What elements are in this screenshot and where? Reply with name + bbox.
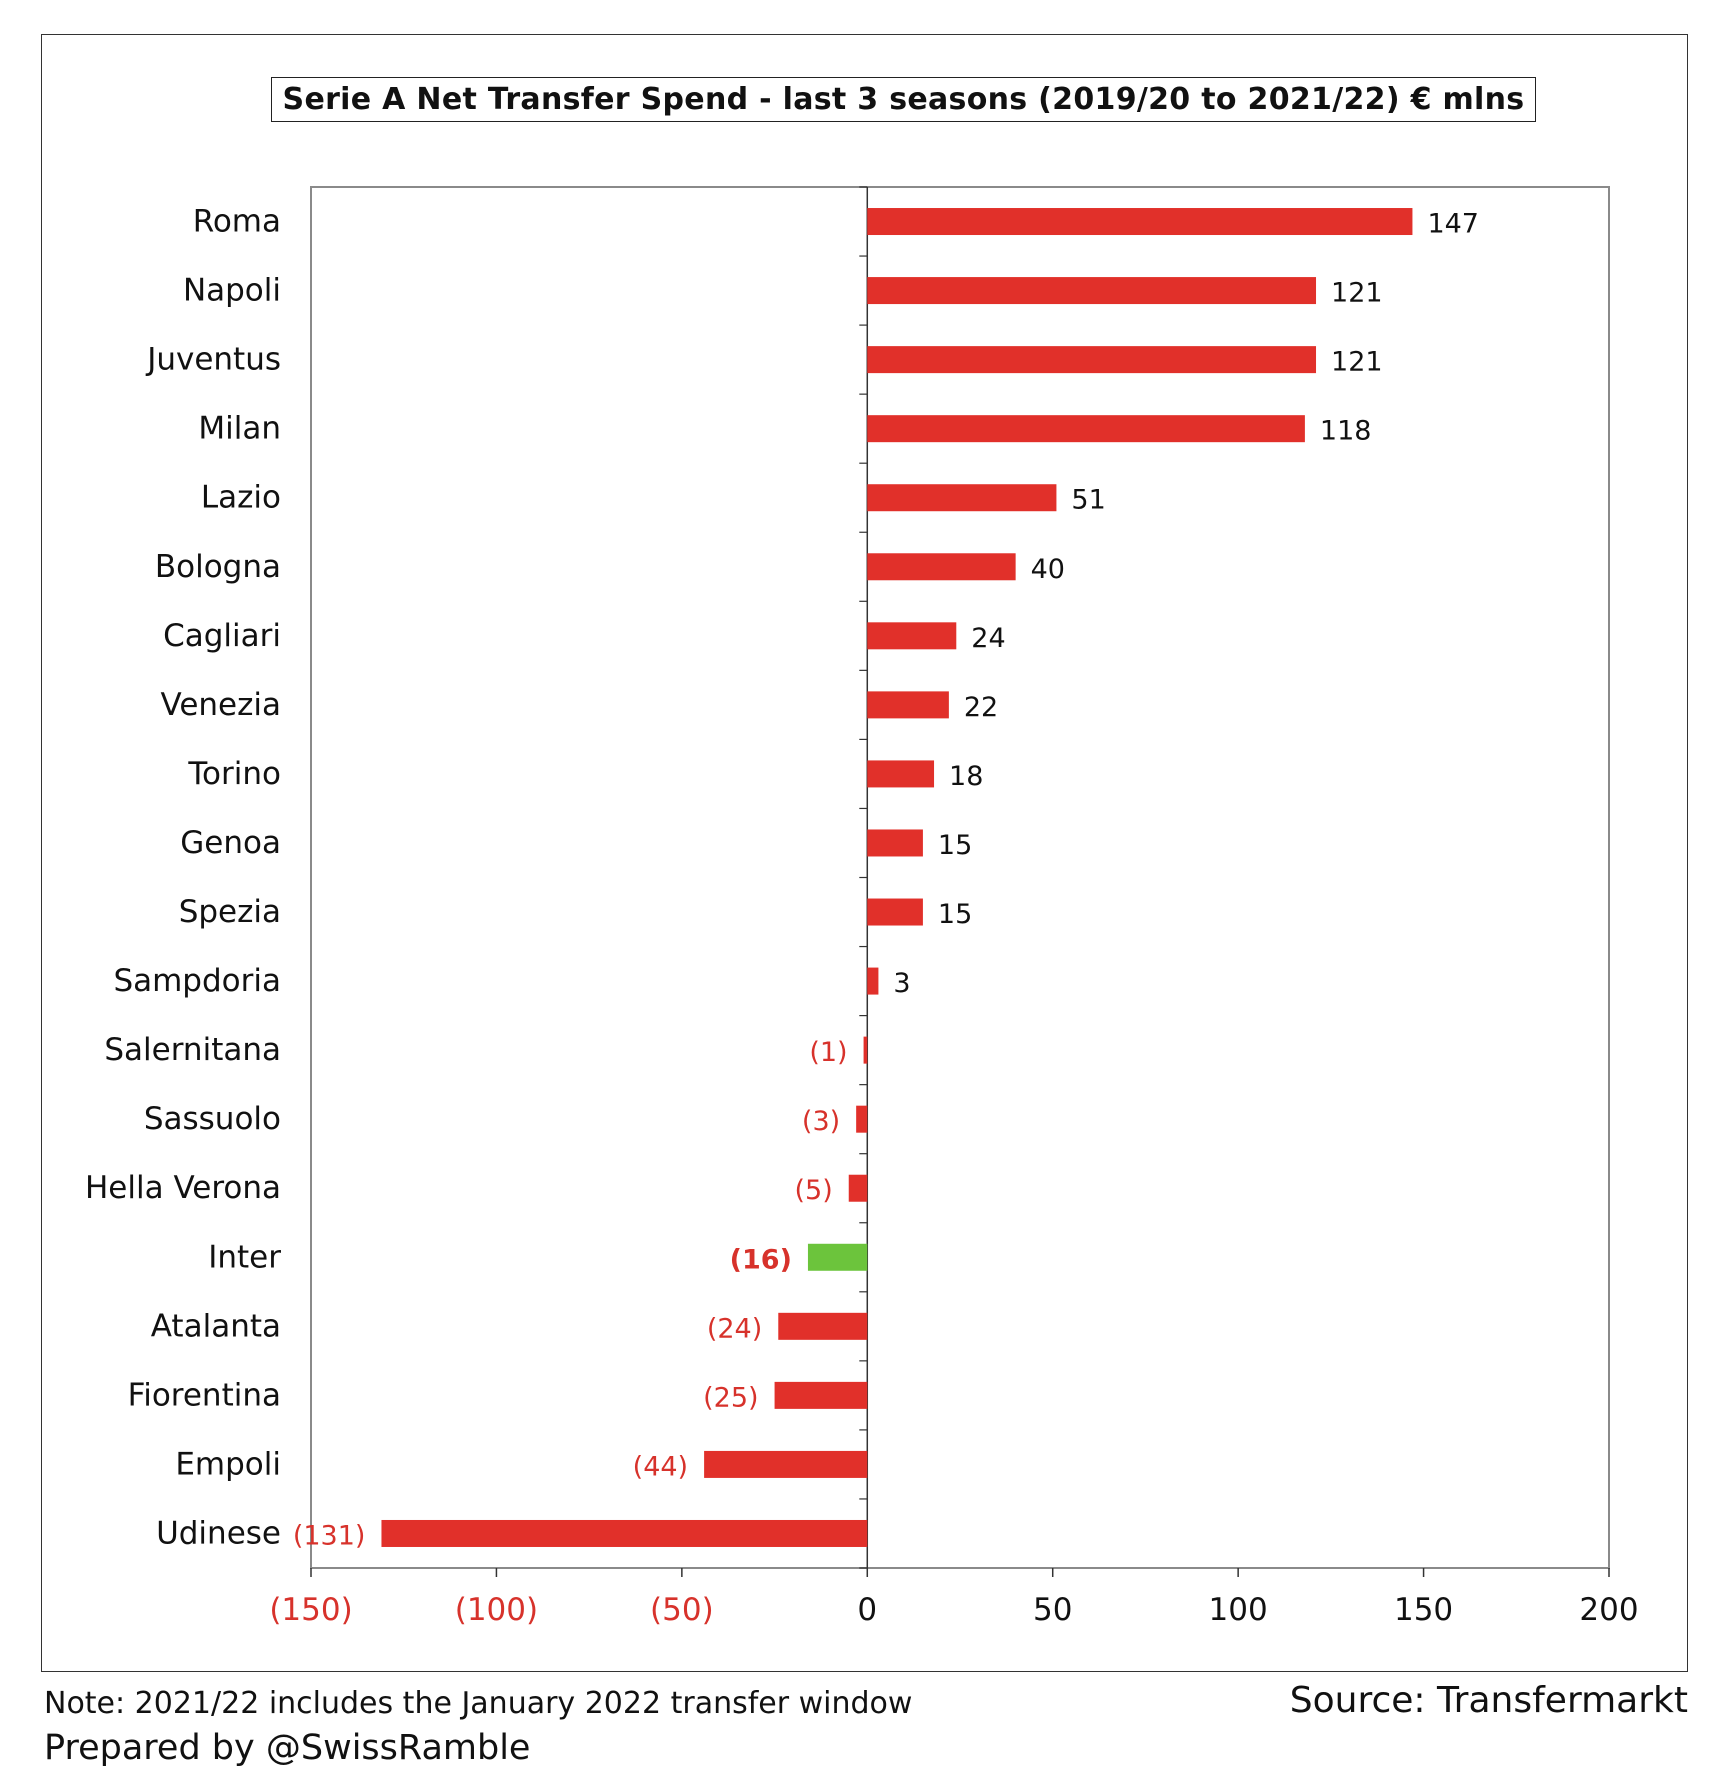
x-tick-label: (50) bbox=[650, 1592, 714, 1628]
category-label: Sassuolo bbox=[144, 1101, 281, 1137]
data-label: 40 bbox=[1031, 554, 1065, 585]
category-label: Udinese bbox=[156, 1515, 281, 1551]
data-label: 51 bbox=[1071, 485, 1105, 516]
category-label: Bologna bbox=[155, 549, 281, 585]
x-tick-label: (150) bbox=[269, 1592, 352, 1628]
bar bbox=[867, 622, 957, 650]
data-label: (5) bbox=[794, 1175, 832, 1206]
bar bbox=[867, 967, 879, 995]
bar bbox=[856, 1105, 868, 1133]
x-tick-label: 200 bbox=[1579, 1592, 1638, 1628]
category-label: Fiorentina bbox=[128, 1377, 281, 1413]
x-tick-label: 100 bbox=[1209, 1592, 1268, 1628]
x-tick-label: 150 bbox=[1394, 1592, 1453, 1628]
x-tick-label: (100) bbox=[455, 1592, 538, 1628]
category-label: Atalanta bbox=[151, 1308, 281, 1344]
category-label: Genoa bbox=[180, 825, 281, 861]
data-label: 15 bbox=[938, 899, 972, 930]
bar-chart: (150) (100) (50) 0 50 100 150 200 Roma 147 Napoli 1… bbox=[85, 186, 1639, 1628]
category-label: Inter bbox=[208, 1239, 281, 1275]
chart-title-box: Serie A Net Transfer Spend - last 3 seas… bbox=[271, 77, 1536, 122]
bar bbox=[867, 208, 1413, 236]
plot-area bbox=[310, 186, 1610, 1569]
bar bbox=[867, 277, 1317, 305]
chart-title: Serie A Net Transfer Spend - last 3 seas… bbox=[282, 82, 1525, 117]
data-label: 118 bbox=[1320, 416, 1372, 447]
data-label: 15 bbox=[938, 830, 972, 861]
data-label: (44) bbox=[633, 1451, 688, 1482]
data-label: 147 bbox=[1427, 209, 1479, 240]
bar bbox=[807, 1243, 868, 1271]
bar bbox=[774, 1381, 868, 1409]
category-label: Spezia bbox=[179, 894, 281, 930]
category-label: Lazio bbox=[201, 480, 281, 516]
bar bbox=[867, 346, 1317, 374]
bar bbox=[867, 415, 1305, 443]
bar bbox=[867, 898, 923, 926]
category-label: Napoli bbox=[183, 273, 281, 309]
bar bbox=[704, 1450, 868, 1478]
bar bbox=[381, 1519, 868, 1547]
category-label: Empoli bbox=[175, 1446, 281, 1482]
bar bbox=[778, 1312, 868, 1340]
category-label: Venezia bbox=[161, 687, 281, 723]
data-label: (24) bbox=[707, 1313, 762, 1344]
bar bbox=[867, 829, 923, 857]
x-tick-label: 50 bbox=[1033, 1592, 1072, 1628]
category-label: Hella Verona bbox=[85, 1170, 281, 1206]
data-label: (1) bbox=[809, 1037, 847, 1068]
footnote: Note: 2021/22 includes the January 2022 … bbox=[44, 1686, 913, 1721]
bar bbox=[867, 484, 1057, 512]
bar bbox=[863, 1036, 868, 1064]
category-label: Sampdoria bbox=[113, 963, 281, 999]
data-label: (131) bbox=[293, 1520, 366, 1551]
source-credit: Source: Transfermarkt bbox=[1289, 1680, 1688, 1721]
category-label: Salernitana bbox=[104, 1032, 281, 1068]
data-label: 121 bbox=[1331, 278, 1383, 309]
data-label: 121 bbox=[1331, 347, 1383, 378]
data-label: 3 bbox=[893, 968, 910, 999]
x-tick-label: 0 bbox=[857, 1592, 877, 1628]
bar bbox=[867, 760, 935, 788]
data-label: 24 bbox=[971, 623, 1005, 654]
chart-frame bbox=[41, 34, 1688, 1672]
data-label: 22 bbox=[964, 692, 998, 723]
data-label: (16) bbox=[730, 1244, 792, 1275]
category-label: Milan bbox=[198, 411, 281, 447]
prepared-by: Prepared by @SwissRamble bbox=[44, 1728, 531, 1768]
bar bbox=[848, 1174, 868, 1202]
data-label: 18 bbox=[949, 761, 983, 792]
bar bbox=[867, 553, 1016, 581]
category-label: Juventus bbox=[145, 342, 281, 378]
category-label: Torino bbox=[187, 756, 281, 792]
category-label: Cagliari bbox=[163, 618, 281, 654]
data-label: (3) bbox=[802, 1106, 840, 1137]
bar bbox=[867, 691, 949, 719]
category-label: Roma bbox=[193, 204, 281, 240]
data-label: (25) bbox=[703, 1382, 758, 1413]
